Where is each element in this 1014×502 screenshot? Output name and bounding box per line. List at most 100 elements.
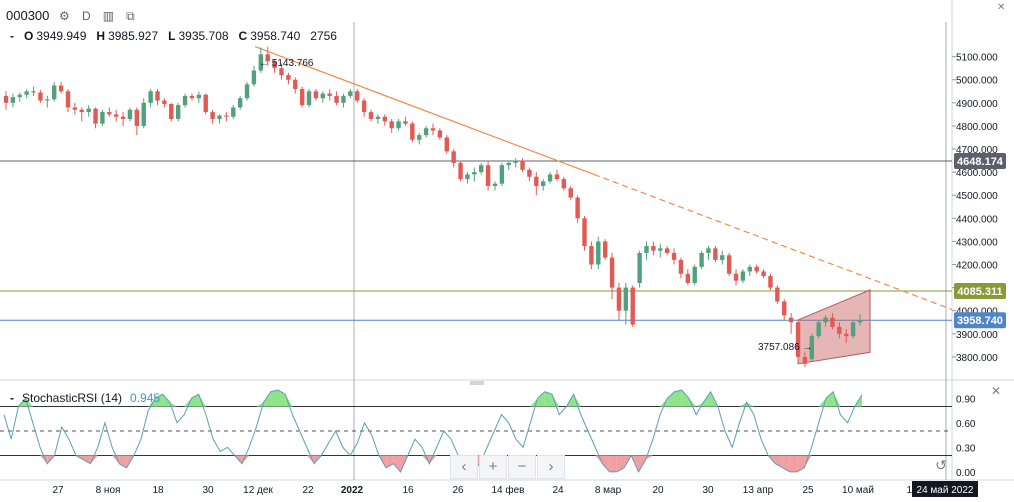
price-line-label-box: [954, 312, 1006, 329]
time-tick-label: 20: [652, 485, 664, 496]
overbought-fill: [263, 391, 271, 407]
price-line-label-box: [954, 283, 1006, 300]
candle-body: [286, 75, 291, 80]
candle-body: [279, 68, 284, 76]
candle-body: [788, 317, 794, 323]
candle-body: [113, 114, 119, 117]
candle-body: [417, 135, 422, 140]
overbought-fill: [256, 402, 264, 407]
indicator-value: 0.945: [130, 391, 161, 405]
reset-icon[interactable]: ↺: [935, 457, 947, 473]
symbol-label[interactable]: 000300: [6, 8, 50, 23]
oversold-fill: [782, 455, 790, 472]
candle-body: [203, 94, 208, 113]
low-annotation: 3757.086 →: [758, 342, 813, 353]
price-tick-label: 4000.000: [956, 307, 998, 318]
overbought-fill: [184, 398, 192, 407]
candle-body: [169, 103, 174, 120]
candle-body: [403, 121, 408, 124]
time-tick-label: 25: [802, 485, 814, 496]
candle-body: [231, 107, 236, 117]
candle-body: [306, 91, 312, 106]
price-tick-label: 4700.000: [956, 145, 998, 156]
price-line-label-box: [954, 153, 1006, 170]
overbought-fill: [688, 398, 697, 407]
legend-dot: -: [10, 29, 14, 43]
candle-body: [389, 121, 394, 129]
oversold-fill: [393, 455, 401, 472]
high-annotation: ← 5143.766: [259, 58, 314, 69]
overbought-fill: [544, 391, 552, 407]
overbought-fill: [148, 398, 156, 407]
overbought-fill: [674, 390, 682, 407]
low-value: 3935.708: [178, 29, 229, 43]
candle-body: [692, 266, 697, 283]
candle-body: [10, 97, 16, 103]
oversold-fill: [602, 455, 610, 472]
oversold-fill: [609, 455, 617, 472]
candle-body: [809, 336, 814, 360]
candle-body: [761, 271, 766, 277]
candle-body: [93, 108, 98, 124]
oversold-fill: [83, 455, 91, 464]
compare-icon[interactable]: ⧉: [126, 8, 135, 23]
time-tick-label: 18: [152, 485, 164, 496]
zoom-out-button[interactable]: −: [508, 455, 536, 479]
candle-body: [196, 94, 202, 99]
candle-body: [265, 54, 270, 62]
candle-body: [217, 115, 222, 120]
candle-body: [616, 287, 622, 311]
candle-body: [768, 276, 773, 288]
candle-body: [237, 98, 243, 108]
candle-body: [107, 112, 112, 115]
close-icon[interactable]: ✕: [997, 2, 1006, 13]
candle-body: [320, 93, 326, 99]
overbought-fill: [198, 394, 206, 407]
time-tick-label: 12 дек: [243, 485, 273, 496]
time-tick-label: 8 ноя: [96, 485, 121, 496]
candle-body: [348, 91, 353, 96]
candle-body: [658, 248, 663, 251]
candle-body: [699, 252, 704, 267]
open-value: 3949.949: [36, 29, 87, 43]
maximize-pane-icon[interactable]: ✕: [991, 384, 1002, 398]
candle-body: [444, 137, 449, 152]
stoch-rsi-line: [3, 389, 863, 474]
candle-body: [423, 128, 429, 136]
candle-body: [540, 181, 546, 186]
close-value: 3958.740: [250, 29, 301, 43]
oversold-fill: [789, 455, 798, 472]
oversold-fill: [775, 455, 783, 468]
candle-body: [506, 162, 511, 166]
candle-body: [485, 165, 491, 186]
candle-body: [492, 183, 498, 186]
oversold-fill: [804, 455, 812, 468]
candle-body: [182, 95, 188, 106]
candle-body: [299, 88, 305, 106]
overbought-fill: [660, 398, 668, 407]
interval-label[interactable]: D: [82, 8, 91, 23]
candle-body: [334, 95, 339, 103]
candle-body: [175, 105, 181, 120]
zoom-in-button[interactable]: +: [479, 455, 507, 479]
time-tick-label: 16: [402, 485, 414, 496]
open-key: O: [24, 29, 34, 43]
candle-body: [38, 92, 43, 101]
scroll-left-button[interactable]: ‹: [450, 455, 478, 479]
candle-body: [706, 248, 711, 253]
scroll-right-button[interactable]: ›: [537, 455, 565, 479]
candle-body: [148, 91, 153, 103]
price-tick-label: 4600.000: [956, 168, 998, 179]
candle-body: [375, 116, 381, 120]
time-tick-label: 8 мар: [595, 485, 622, 496]
chart-type-icon[interactable]: ▥: [102, 8, 115, 23]
indicator-name[interactable]: StochasticRSI (14): [22, 391, 123, 405]
overbought-fill: [285, 394, 293, 407]
candle-body: [272, 61, 277, 69]
candle-body: [575, 197, 580, 219]
gear-icon[interactable]: ⚙: [59, 8, 70, 23]
time-tick-label: 27: [52, 485, 64, 496]
crosshair-date-box: [912, 481, 978, 497]
candle-body: [437, 130, 443, 138]
